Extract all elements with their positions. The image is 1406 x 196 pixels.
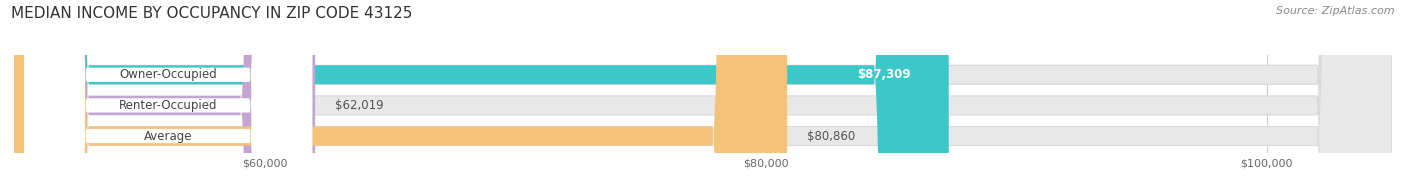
FancyBboxPatch shape xyxy=(24,0,312,196)
Text: Average: Average xyxy=(143,130,193,142)
Text: $87,309: $87,309 xyxy=(858,68,911,81)
FancyBboxPatch shape xyxy=(14,0,949,196)
FancyBboxPatch shape xyxy=(14,0,1392,196)
Text: Owner-Occupied: Owner-Occupied xyxy=(120,68,217,81)
Text: $80,860: $80,860 xyxy=(807,130,855,142)
Text: Renter-Occupied: Renter-Occupied xyxy=(120,99,218,112)
FancyBboxPatch shape xyxy=(24,0,312,196)
FancyBboxPatch shape xyxy=(14,0,1392,196)
FancyBboxPatch shape xyxy=(14,0,315,196)
FancyBboxPatch shape xyxy=(24,0,312,196)
Text: MEDIAN INCOME BY OCCUPANCY IN ZIP CODE 43125: MEDIAN INCOME BY OCCUPANCY IN ZIP CODE 4… xyxy=(11,6,412,21)
FancyBboxPatch shape xyxy=(14,0,1392,196)
Text: Source: ZipAtlas.com: Source: ZipAtlas.com xyxy=(1277,6,1395,16)
Text: $62,019: $62,019 xyxy=(335,99,384,112)
FancyBboxPatch shape xyxy=(14,0,787,196)
